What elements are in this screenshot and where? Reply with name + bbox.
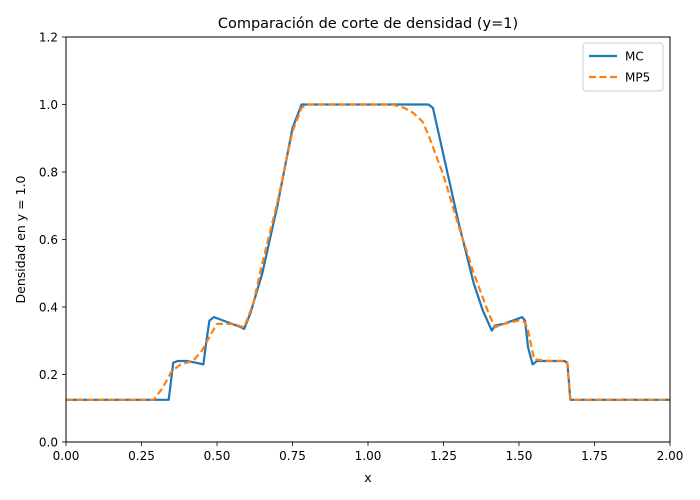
legend-label-mp5: MP5 <box>625 71 650 85</box>
x-tick-label: 1.00 <box>355 449 382 463</box>
y-tick-label: 0.2 <box>39 368 58 382</box>
x-tick-label: 1.50 <box>506 449 533 463</box>
x-tick-label: 0.00 <box>53 449 80 463</box>
x-tick-label: 1.25 <box>430 449 457 463</box>
x-axis-label: x <box>364 470 371 485</box>
x-tick-label: 0.25 <box>128 449 155 463</box>
y-tick-label: 0.6 <box>39 233 58 247</box>
chart-title: Comparación de corte de densidad (y=1) <box>218 16 518 32</box>
x-tick-label: 0.50 <box>204 449 231 463</box>
y-tick-label: 1.2 <box>39 31 58 45</box>
y-tick-label: 0.8 <box>39 166 58 180</box>
legend: MC MP5 <box>582 42 664 92</box>
series-line-mp5 <box>66 103 670 401</box>
legend-label-mc: MC <box>625 50 644 64</box>
x-tick-label: 1.75 <box>581 449 608 463</box>
x-tick-label: 2.00 <box>657 449 684 463</box>
x-tick-label: 0.75 <box>279 449 306 463</box>
x-axis-ticks: 0.00 0.25 0.50 0.75 1.00 1.25 1.50 1.75 2.00 <box>53 442 684 463</box>
y-tick-label: 1.0 <box>39 98 58 112</box>
series-layer <box>66 103 670 401</box>
y-tick-label: 0.4 <box>39 301 58 315</box>
y-tick-label: 0.0 <box>39 436 58 450</box>
y-axis-ticks: 0.0 0.2 0.4 0.6 0.8 1.0 1.2 <box>39 31 66 450</box>
legend-box <box>582 42 664 92</box>
y-axis-label: Densidad en y = 1.0 <box>13 175 28 303</box>
series-line-mc <box>66 103 670 401</box>
